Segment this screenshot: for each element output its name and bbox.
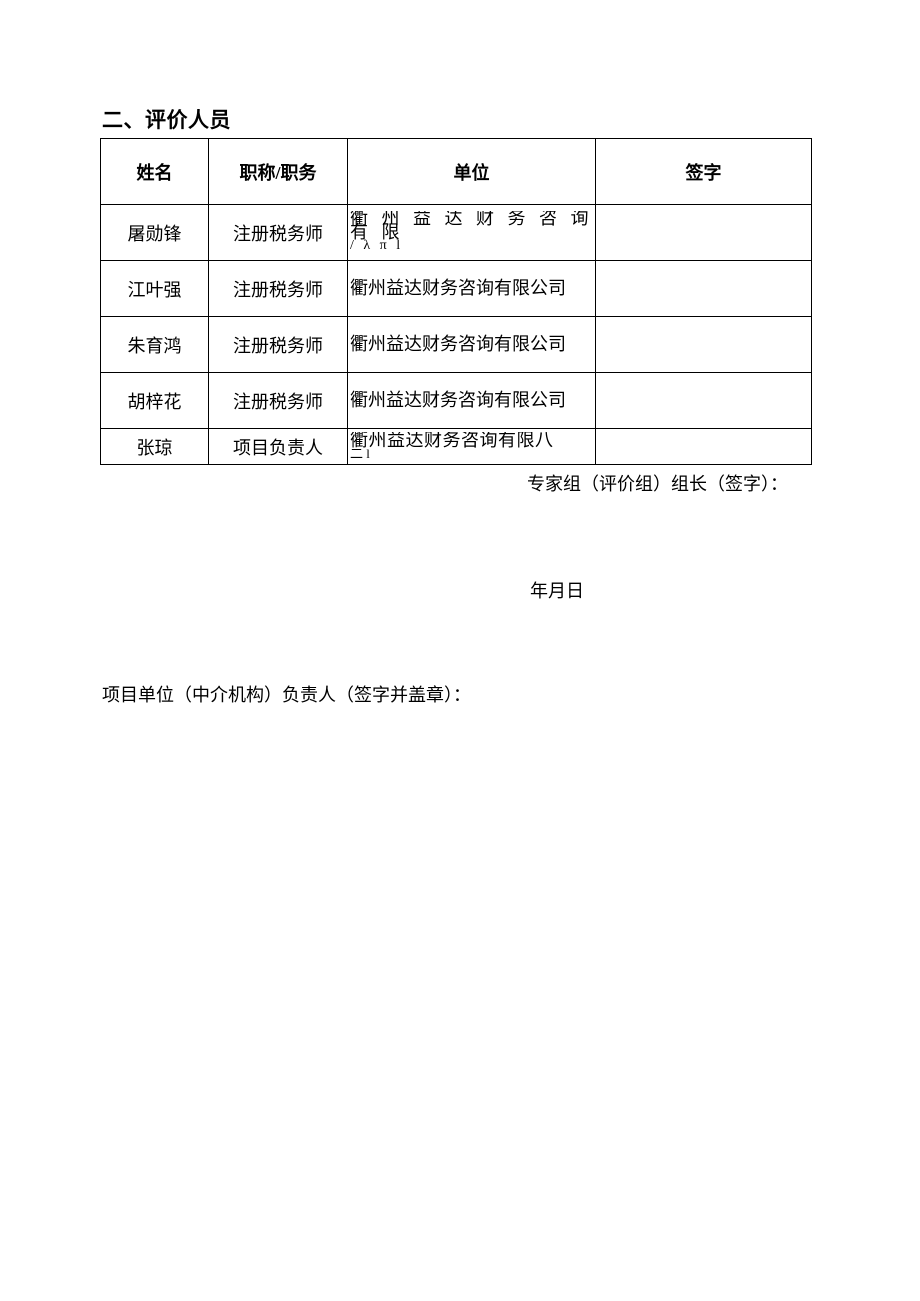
table-row: 江叶强 注册税务师 衢州益达财务咨询有限公司	[101, 261, 812, 317]
cell-sign	[596, 429, 812, 465]
document-page: 二、评价人员 姓名 职称/职务 单位 签字 屠勋锋 注册税务师	[0, 0, 920, 1301]
section-title: 二、评价人员	[102, 104, 811, 134]
unit-signature-label: 项目单位（中介机构）负责人（签字并盖章）：	[102, 681, 811, 707]
table-row: 屠勋锋 注册税务师 衢 州 益 达 财 务 咨 询 有 限 / λ π l	[101, 205, 812, 261]
table-row: 胡梓花 注册税务师 衢州益达财务咨询有限公司	[101, 373, 812, 429]
cell-org: 衢州益达财务咨询有限八 二 l	[348, 429, 596, 465]
cell-name: 张琼	[101, 429, 209, 465]
cell-name: 胡梓花	[101, 373, 209, 429]
table-header-row: 姓名 职称/职务 单位 签字	[101, 139, 812, 205]
cell-sign	[596, 317, 812, 373]
header-org: 单位	[348, 139, 596, 205]
cell-org: 衢州益达财务咨询有限公司	[348, 317, 596, 373]
cell-sign	[596, 205, 812, 261]
cell-title: 注册税务师	[209, 317, 348, 373]
cell-name: 屠勋锋	[101, 205, 209, 261]
table-row: 朱育鸿 注册税务师 衢州益达财务咨询有限公司	[101, 317, 812, 373]
cell-title: 项目负责人	[209, 429, 348, 465]
header-sign: 签字	[596, 139, 812, 205]
cell-org: 衢州益达财务咨询有限公司	[348, 261, 596, 317]
cell-name: 江叶强	[101, 261, 209, 317]
cell-title: 注册税务师	[209, 373, 348, 429]
cell-org: 衢 州 益 达 财 务 咨 询 有 限 / λ π l	[348, 205, 596, 261]
cell-sign	[596, 373, 812, 429]
date-label: 年月日	[100, 577, 811, 603]
personnel-table: 姓名 职称/职务 单位 签字 屠勋锋 注册税务师 衢 州 益 达 财 务 咨 询…	[100, 138, 812, 465]
table-row: 张琼 项目负责人 衢州益达财务咨询有限八 二 l	[101, 429, 812, 465]
header-title: 职称/职务	[209, 139, 348, 205]
cell-title: 注册税务师	[209, 261, 348, 317]
cell-sign	[596, 261, 812, 317]
cell-title: 注册税务师	[209, 205, 348, 261]
cell-name: 朱育鸿	[101, 317, 209, 373]
leader-signature-label: 专家组（评价组）组长（签字）：	[527, 471, 807, 497]
cell-org: 衢州益达财务咨询有限公司	[348, 373, 596, 429]
header-name: 姓名	[101, 139, 209, 205]
